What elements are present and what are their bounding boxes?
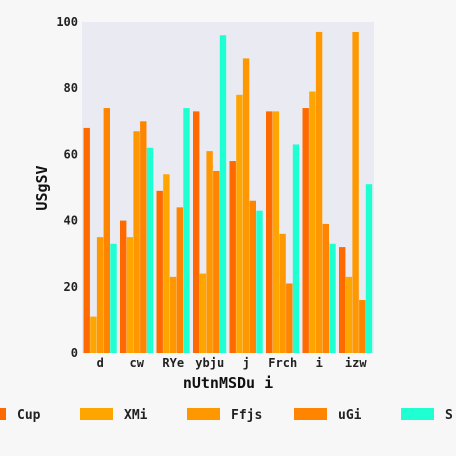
bar-Cup-cw xyxy=(120,220,127,353)
bar-uGi-d xyxy=(103,108,110,353)
bar-S-j xyxy=(256,210,263,353)
bar-S-d xyxy=(110,243,117,353)
legend-swatch-Ffjs xyxy=(187,408,220,420)
x-tick-label: RYe xyxy=(162,356,184,370)
bar-Cup-j xyxy=(229,161,236,353)
bar-uGi-izw xyxy=(359,300,366,353)
x-tick-label: cw xyxy=(130,356,145,370)
bar-uGi-cw xyxy=(140,121,147,353)
x-tick-label: i xyxy=(316,356,323,370)
y-axis-title: USgSV xyxy=(33,165,51,210)
y-tick-label: 100 xyxy=(56,15,78,29)
bar-S-RYe xyxy=(183,108,190,353)
bar-Ffjs-ybju xyxy=(206,151,213,353)
y-tick-label: 60 xyxy=(64,147,78,161)
bar-S-cw xyxy=(146,147,154,353)
bar-Ffjs-RYe xyxy=(169,276,177,353)
bar-XMi-d xyxy=(90,316,97,353)
x-tick-label: izw xyxy=(345,356,367,370)
bar-XMi-j xyxy=(236,94,243,353)
x-tick-label: Frch xyxy=(268,356,297,370)
legend-swatch-uGi xyxy=(294,408,327,420)
legend-swatch-Cup xyxy=(0,408,6,420)
bar-Ffjs-d xyxy=(96,237,104,353)
bars-group xyxy=(83,31,373,354)
bar-uGi-i xyxy=(322,223,329,353)
x-axis-ticks: d cw RYe ybju j Frch i izw xyxy=(97,356,368,370)
bar-Ffjs-j xyxy=(242,58,250,353)
bar-S-Frch xyxy=(292,144,300,353)
bar-XMi-i xyxy=(309,91,316,353)
bar-XMi-Frch xyxy=(272,111,280,354)
bar-S-izw xyxy=(365,184,373,353)
y-tick-label: 0 xyxy=(71,346,78,360)
legend-label-XMi: XMi xyxy=(124,408,148,423)
bar-Cup-ybju xyxy=(193,111,200,354)
x-tick-label: ybju xyxy=(195,356,224,370)
x-axis-title: nUtnMSDu i xyxy=(183,374,273,392)
bar-S-ybju xyxy=(219,35,227,354)
x-tick-label: d xyxy=(97,356,104,370)
legend-swatch-S xyxy=(401,408,434,420)
bar-uGi-j xyxy=(249,200,256,353)
y-tick-label: 80 xyxy=(64,81,78,95)
bar-S-i xyxy=(329,243,336,353)
legend-label-uGi: uGi xyxy=(338,408,362,423)
legend-label-S: S xyxy=(445,408,453,423)
y-tick-label: 40 xyxy=(64,214,78,228)
bar-uGi-Frch xyxy=(286,283,293,353)
legend: Cup XMi Ffjs uGi S xyxy=(0,408,453,423)
legend-swatch-XMi xyxy=(80,408,113,420)
bar-XMi-cw xyxy=(126,237,134,353)
legend-label-Ffjs: Ffjs xyxy=(231,408,262,423)
bar-Ffjs-Frch xyxy=(279,233,286,353)
bar-uGi-RYe xyxy=(176,207,183,353)
bar-XMi-izw xyxy=(345,276,353,353)
bar-Cup-d xyxy=(83,127,90,353)
bar-Cup-i xyxy=(302,108,309,353)
bar-Ffjs-cw xyxy=(133,131,140,353)
bar-Cup-Frch xyxy=(266,111,273,354)
x-tick-label: j xyxy=(243,356,250,370)
bar-XMi-ybju xyxy=(199,273,207,353)
legend-label-Cup: Cup xyxy=(17,408,41,423)
bar-XMi-RYe xyxy=(163,174,170,353)
bar-Cup-RYe xyxy=(156,190,163,353)
bar-Ffjs-i xyxy=(315,31,323,354)
bar-uGi-ybju xyxy=(213,170,220,353)
bar-Cup-izw xyxy=(339,247,346,353)
y-tick-label: 20 xyxy=(64,280,78,294)
bar-Ffjs-izw xyxy=(352,31,359,354)
y-axis-ticks: 0 20 40 60 80 100 xyxy=(56,15,78,360)
